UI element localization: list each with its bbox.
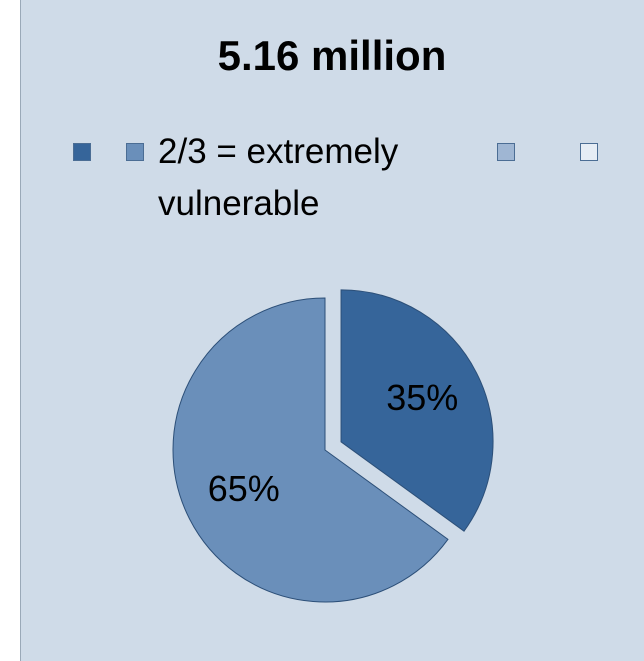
legend-label: 2/3 = extremely vulnerable: [158, 132, 399, 223]
pie-slice: [340, 289, 494, 532]
pie-slice: [172, 297, 449, 603]
legend-swatch: [497, 143, 515, 161]
legend-swatch: [126, 143, 144, 161]
legend-swatch: [580, 143, 598, 161]
chart-title: 5.16 million: [217, 32, 447, 79]
legend-swatch: [73, 143, 91, 161]
data-label: 65%: [208, 468, 280, 509]
data-label: 35%: [386, 377, 458, 418]
